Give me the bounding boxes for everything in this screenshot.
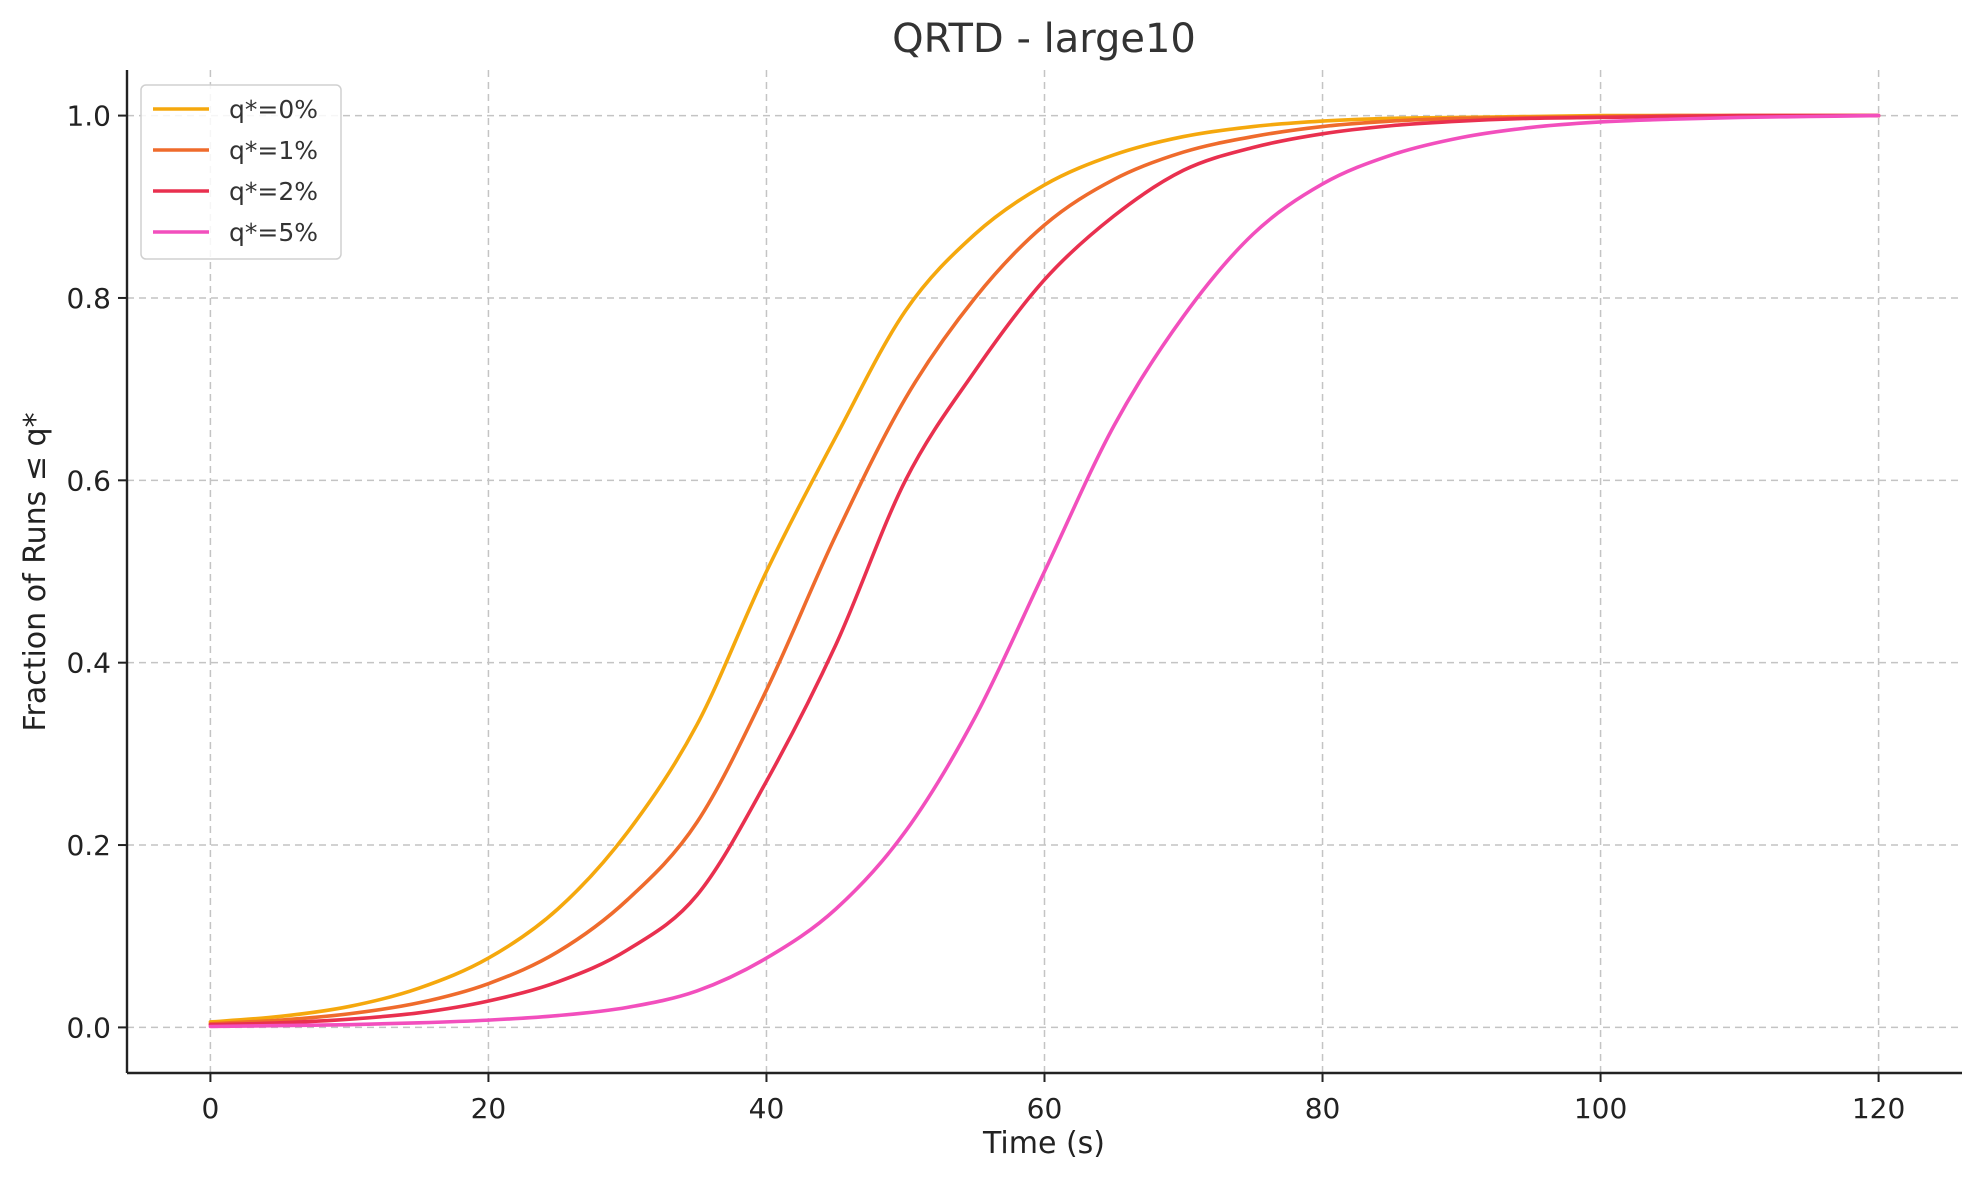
- chart-title: QRTD - large10: [892, 16, 1196, 62]
- x-tick-label: 60: [1027, 1092, 1063, 1125]
- x-tick-label: 80: [1305, 1092, 1341, 1125]
- y-axis-label: Fraction of Runs ≤ q*: [18, 412, 53, 731]
- y-axis-ticks: 0.0 0.2 0.4 0.6 0.8 1.0: [66, 100, 127, 1044]
- x-tick-label: 20: [471, 1092, 507, 1125]
- legend: q*=0% q*=1% q*=2% q*=5%: [140, 84, 342, 260]
- x-tick-label: 0: [201, 1092, 219, 1125]
- x-axis-ticks: 0 20 40 60 80 100 120: [201, 1073, 1905, 1125]
- x-tick-label: 100: [1574, 1092, 1627, 1125]
- y-tick-label: 1.0: [66, 100, 111, 133]
- series-line-3: [208, 113, 1881, 1029]
- legend-label: q*=1%: [229, 136, 318, 165]
- legend-label: q*=0%: [229, 95, 318, 124]
- x-axis-label: Time (s): [982, 1126, 1105, 1161]
- series-line-2: [208, 113, 1881, 1027]
- y-tick-label: 0.8: [66, 282, 111, 315]
- legend-box: [140, 84, 342, 260]
- x-tick-label: 120: [1852, 1092, 1905, 1125]
- y-tick-label: 0.4: [66, 647, 111, 680]
- y-tick-label: 0.2: [66, 829, 111, 862]
- y-tick-label: 0.0: [66, 1011, 111, 1044]
- x-tick-label: 40: [749, 1092, 785, 1125]
- legend-label: q*=5%: [229, 218, 318, 247]
- y-tick-label: 0.6: [66, 464, 111, 497]
- series-lines: [208, 113, 1881, 1029]
- legend-label: q*=2%: [229, 177, 318, 206]
